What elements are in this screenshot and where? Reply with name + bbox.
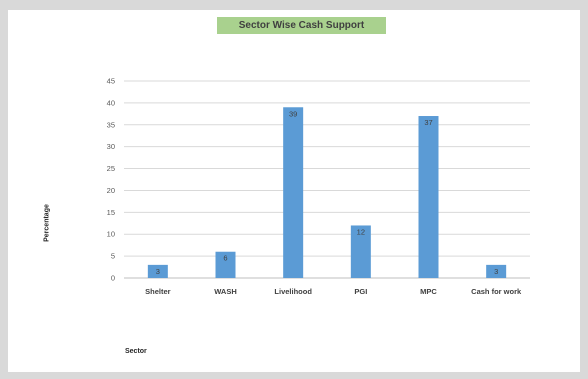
y-tick-label: 45 bbox=[107, 77, 115, 86]
y-tick-label: 10 bbox=[107, 230, 115, 239]
x-axis-title: Sector bbox=[125, 348, 147, 355]
data-label: 12 bbox=[357, 227, 365, 236]
x-tick-label: MPC bbox=[420, 287, 437, 296]
y-tick-label: 30 bbox=[107, 142, 115, 151]
x-tick-label: Shelter bbox=[145, 287, 171, 296]
bar bbox=[486, 264, 507, 278]
y-tick-label: 0 bbox=[111, 274, 115, 283]
x-tick-label: Cash for work bbox=[471, 287, 522, 296]
y-tick-label: 20 bbox=[107, 186, 115, 195]
y-tick-label: 40 bbox=[107, 98, 115, 107]
y-tick-label: 5 bbox=[111, 252, 115, 261]
y-tick-label: 25 bbox=[107, 164, 115, 173]
x-tick-label: Livelihood bbox=[274, 287, 312, 296]
bar bbox=[215, 251, 236, 278]
data-label: 3 bbox=[494, 267, 498, 276]
x-tick-label: WASH bbox=[214, 287, 237, 296]
data-label: 39 bbox=[289, 109, 297, 118]
bar bbox=[350, 225, 371, 278]
data-label: 37 bbox=[424, 118, 432, 127]
x-tick-label: PGI bbox=[354, 287, 367, 296]
bar bbox=[147, 264, 168, 278]
y-tick-label: 15 bbox=[107, 208, 115, 217]
bar bbox=[418, 116, 439, 279]
bar bbox=[283, 107, 304, 279]
chart-title: Sector Wise Cash Support bbox=[217, 17, 386, 34]
data-label: 6 bbox=[223, 254, 227, 263]
data-label: 3 bbox=[156, 267, 160, 276]
y-tick-label: 35 bbox=[107, 120, 115, 129]
